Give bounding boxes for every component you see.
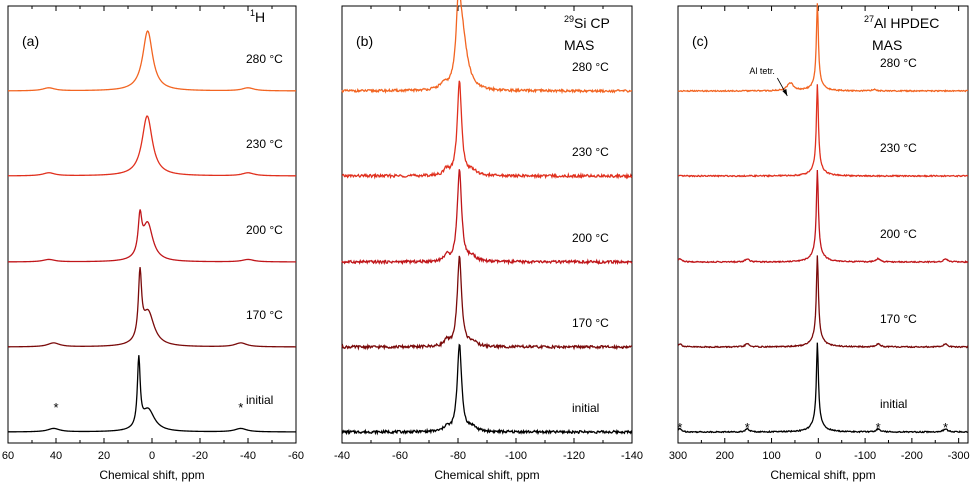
panel-letter: (a) xyxy=(22,33,39,49)
x-axis-title: Chemical shift, ppm xyxy=(99,468,204,482)
temperature-label: 230 °C xyxy=(246,137,283,151)
panel-title-line2: MAS xyxy=(564,37,594,53)
spectrum-initial xyxy=(7,355,296,433)
temperature-label: initial xyxy=(880,397,907,411)
temperature-label: initial xyxy=(246,393,273,407)
x-tick-label: -80 xyxy=(450,450,466,462)
temperature-label: 280 °C xyxy=(880,56,917,70)
spectrum-initial xyxy=(341,343,633,436)
title-nucleus: Al HPDEC xyxy=(874,15,939,31)
x-tick-label: -140 xyxy=(621,450,643,462)
x-tick-label: -200 xyxy=(901,450,923,462)
x-tick-label: -100 xyxy=(505,450,527,462)
panel-title: 27Al HPDEC xyxy=(864,14,939,31)
x-axis-title: Chemical shift, ppm xyxy=(434,468,539,482)
temperature-label: initial xyxy=(572,401,599,415)
title-nucleus: H xyxy=(255,9,265,25)
panel-letter: (b) xyxy=(356,33,373,49)
x-tick-label: 0 xyxy=(149,450,155,462)
panel-title: 1H xyxy=(250,8,265,25)
sideband-marker: * xyxy=(677,420,682,435)
panel-letter: (c) xyxy=(692,33,708,49)
x-tick-label: -120 xyxy=(563,450,585,462)
title-superscript: 29 xyxy=(564,14,574,24)
sideband-marker: * xyxy=(943,420,948,435)
temperature-label: 200 °C xyxy=(880,227,917,241)
x-tick-label: -20 xyxy=(192,450,208,462)
temperature-label: 170 °C xyxy=(880,312,917,326)
spectrum-280-c xyxy=(677,3,969,93)
temperature-label: 170 °C xyxy=(246,308,283,322)
spectrum-170-c xyxy=(677,255,969,349)
spectrum-200-c xyxy=(341,169,633,266)
spectrum-230-c xyxy=(7,115,297,177)
x-tick-label: -60 xyxy=(392,450,408,462)
spectrum-280-c xyxy=(7,30,296,92)
spectrum-initial xyxy=(677,342,969,434)
temperature-label: 170 °C xyxy=(572,316,609,330)
sideband-marker: * xyxy=(876,420,881,435)
x-tick-label: -40 xyxy=(240,450,256,462)
spectrum-280-c xyxy=(341,0,633,95)
x-tick-label: -100 xyxy=(854,450,876,462)
temperature-label: 280 °C xyxy=(246,52,283,66)
annotation-arrowhead xyxy=(782,89,788,96)
temperature-label: 200 °C xyxy=(572,231,609,245)
plot-frame xyxy=(677,5,969,444)
title-superscript: 27 xyxy=(864,14,874,24)
sideband-marker: * xyxy=(53,400,58,415)
x-tick-label: -60 xyxy=(288,450,304,462)
x-tick-label: 20 xyxy=(98,450,110,462)
panel-1: 60 40 20 0 -20 -40 -60 Chemical shift, ppm (a) 1H… xyxy=(2,5,304,482)
temperature-label: 280 °C xyxy=(572,60,609,74)
x-tick-label: -40 xyxy=(334,450,350,462)
title-nucleus: Si CP xyxy=(574,15,610,31)
title-superscript: 1 xyxy=(250,8,255,18)
spectrum-200-c xyxy=(677,170,969,264)
temperature-label: 230 °C xyxy=(572,145,609,159)
x-tick-label: -300 xyxy=(948,450,970,462)
spectrum-170-c xyxy=(341,255,633,351)
sideband-marker: * xyxy=(745,420,750,435)
spectrum-200-c xyxy=(8,209,296,263)
x-tick-label: 40 xyxy=(50,450,62,462)
temperature-label: 230 °C xyxy=(880,141,917,155)
panel-title: 29Si CP xyxy=(564,14,610,31)
x-tick-label: 200 xyxy=(716,450,734,462)
annotation-label: Al tetr. xyxy=(749,66,775,76)
x-tick-label: 100 xyxy=(762,450,780,462)
panel-3: 300 200 100 0 -100 -200 -300 Chemical shift, pp… xyxy=(669,3,970,482)
spectrum-230-c xyxy=(341,80,633,180)
x-tick-label: 0 xyxy=(815,450,821,462)
panel-title-line2: MAS xyxy=(872,37,902,53)
x-axis-title: Chemical shift, ppm xyxy=(770,468,875,482)
sideband-marker: * xyxy=(238,400,243,415)
panel-2: -40 -60 -80 -100 -120 -140 Chemical shift, ppm… xyxy=(334,0,643,482)
x-tick-label: 300 xyxy=(669,450,687,462)
spectrum-230-c xyxy=(677,84,969,178)
x-tick-label: 60 xyxy=(2,450,14,462)
spectrum-170-c xyxy=(8,267,296,348)
temperature-label: 200 °C xyxy=(246,223,283,237)
